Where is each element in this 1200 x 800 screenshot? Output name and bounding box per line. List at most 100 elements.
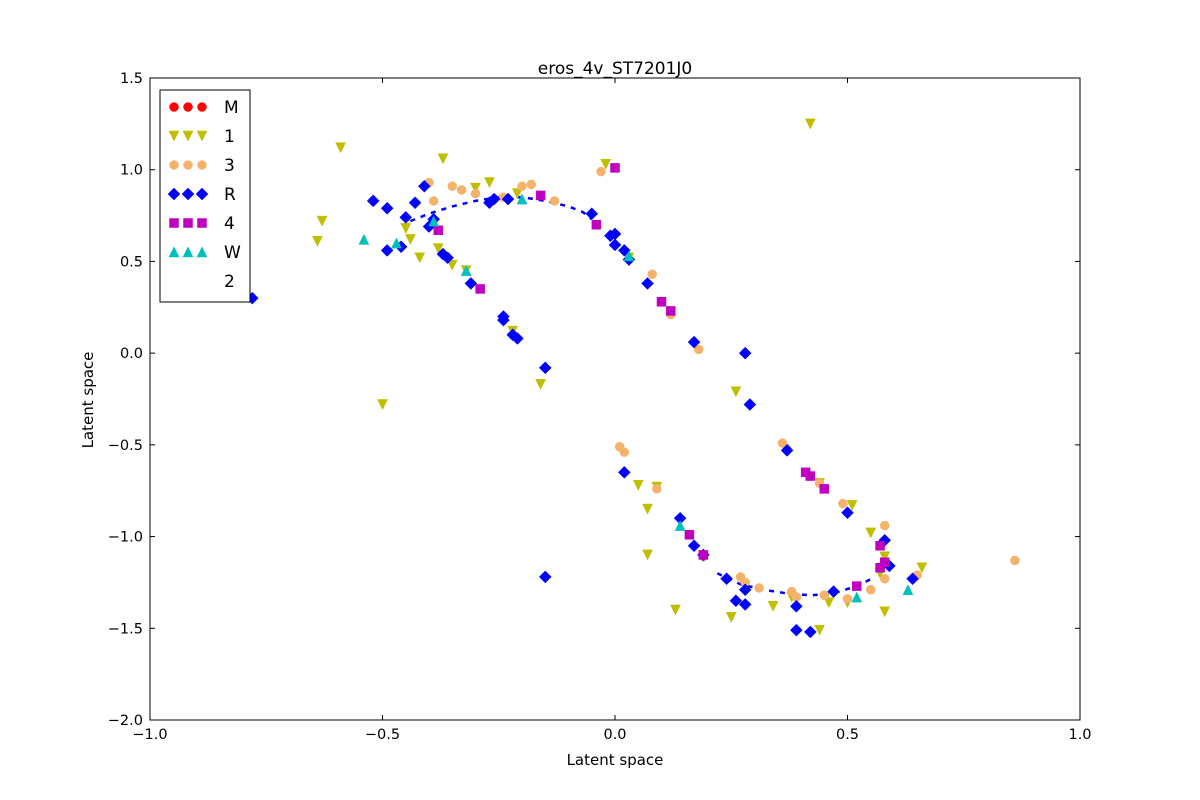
data-point-2-26 [879,574,890,584]
data-point-2-28 [1010,555,1020,566]
data-point-3-19 [538,361,552,375]
legend: M 1 3 R 4 W 2 [159,89,251,303]
data-point-3-12 [464,277,478,290]
data-point-5-4 [516,193,528,205]
data-point-1-5 [404,234,416,245]
data-point-3-27 [641,277,654,290]
legend-marker-5-2 [196,246,208,258]
legend-label: 3 [224,156,235,176]
legend-marker-2-0 [169,160,179,170]
data-point-3-7 [417,179,431,193]
legend-marker-1-1 [182,130,194,142]
data-point-3-24 [608,238,622,252]
data-point-1-2 [335,142,347,154]
x-tick-label: −0.5 [365,727,400,743]
data-point-2-30 [549,196,560,206]
data-point-3-31 [687,539,701,553]
data-point-3-30 [687,335,701,349]
legend-marker-1-0 [168,130,180,142]
y-tick-label: 1.5 [120,71,143,87]
data-point-5-0 [358,233,370,245]
data-point-1-31 [916,562,928,574]
data-point-3-48 [501,192,515,206]
data-point-2-32 [819,590,829,601]
data-point-1-26 [823,597,835,609]
data-point-2-13 [693,344,704,355]
data-point-1-20 [725,612,737,623]
data-point-1-8 [437,153,449,165]
data-point-3-33 [720,572,733,586]
data-point-1-24 [804,118,816,130]
data-point-5-2 [428,215,440,227]
y-tick-label: 1.0 [120,163,143,179]
chart-title: eros_4v_ST7201J0 [538,59,692,79]
data-point-4-11 [852,581,862,591]
data-point-4-4 [610,163,620,173]
data-point-3-1 [366,194,380,208]
data-point-2-10 [647,269,657,280]
data-point-4-13 [875,540,885,551]
data-point-3-44 [841,506,854,520]
data-point-1-12 [535,379,547,390]
legend-label: W [224,243,241,263]
data-point-2-22 [838,498,848,509]
data-point-1-1 [316,215,328,227]
plot-content [245,118,1020,639]
y-tick-label: 0.0 [120,346,143,362]
data-point-1-29 [879,551,891,563]
data-point-3-3 [380,244,394,257]
y-tick-label: −1.5 [108,621,143,637]
data-point-3-28 [617,466,631,479]
data-point-2-1 [428,196,439,206]
x-tick-label: 0.5 [836,727,859,743]
x-tick-label: 0.0 [603,727,626,743]
data-point-4-10 [819,484,829,494]
data-point-1-36 [511,188,523,200]
data-point-2-23 [842,594,853,604]
data-point-4-15 [698,550,709,560]
data-point-2-24 [866,585,876,595]
data-point-3-40 [789,599,803,613]
data-point-3-37 [738,346,752,360]
data-point-5-1 [391,237,402,249]
data-point-1-7 [432,243,444,255]
x-tick-label: −1.0 [132,727,167,743]
data-point-3-43 [827,585,840,598]
legend-marker-3-1 [181,187,195,201]
y-tick-label: −0.5 [108,438,143,454]
y-tick-label: −1.0 [108,530,143,546]
axis-ticks: −1.0 −0.5 0.0 0.5 1.0 1.5 1.0 0.5 0.0 −0.5 −1.0 −1.… [108,71,1092,743]
data-point-5-5 [623,250,635,262]
data-point-1-19 [670,604,681,616]
y-axis-label: Latent space [79,352,97,449]
y-tick-label: −2.0 [108,713,143,729]
legend-marker-5-0 [168,246,180,258]
data-point-3-38 [743,398,757,411]
legend-label: 2 [224,272,235,292]
data-point-1-25 [814,624,826,636]
data-point-1-27 [846,500,858,511]
data-point-2-2 [447,181,457,191]
legend-marker-1-2 [196,130,208,142]
legend-label: R [224,185,236,205]
legend-marker-4-0 [169,218,179,228]
data-point-3-5 [399,211,413,224]
legend-marker-0-0 [169,102,179,112]
data-point-2-4 [470,188,481,199]
data-point-3-25 [617,244,631,257]
data-point-1-6 [414,252,426,264]
legend-marker-0-2 [197,102,207,112]
data-point-4-0 [433,225,444,235]
data-point-3-6 [408,196,422,210]
legend-label: 4 [224,214,235,234]
data-point-3-11 [441,251,454,265]
data-point-2-9 [619,447,630,457]
data-point-4-9 [805,471,816,481]
data-point-1-28 [865,527,877,539]
legend-marker-2-1 [183,160,193,170]
data-point-1-18 [642,549,653,561]
legend-marker-3-2 [195,187,209,201]
data-point-3-39 [780,444,794,457]
data-point-2-25 [879,520,890,531]
data-point-1-9 [446,259,458,271]
